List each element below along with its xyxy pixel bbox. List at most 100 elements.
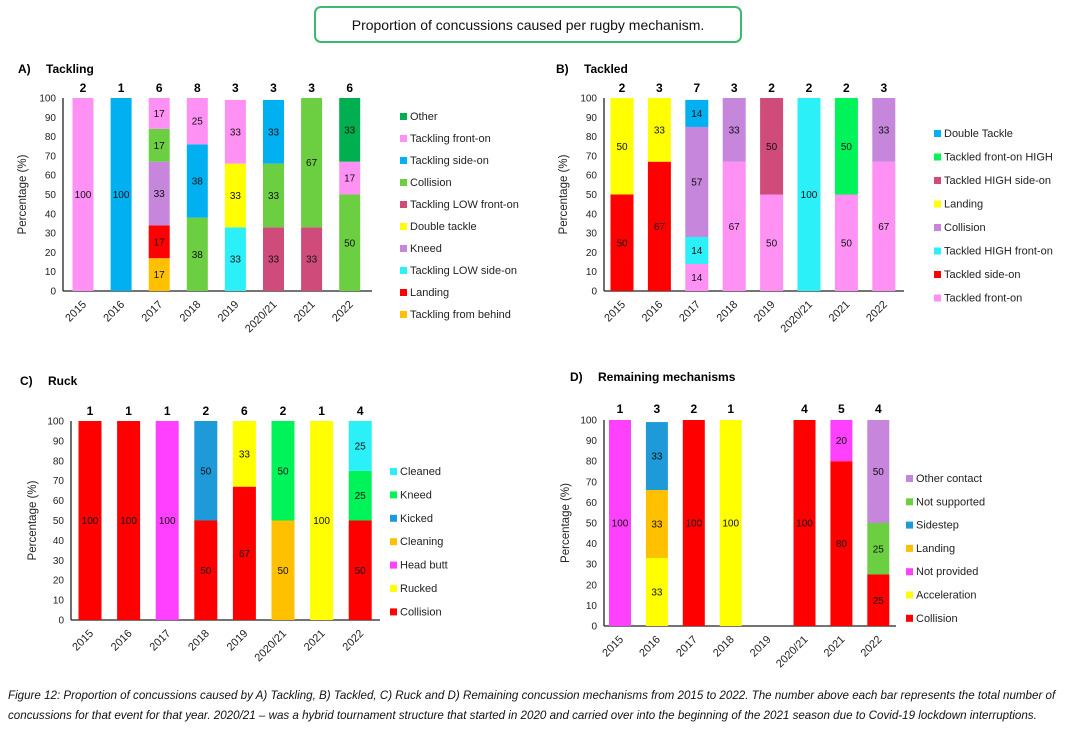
bar-total-label: 3: [656, 81, 663, 95]
y-tick-label: 60: [53, 496, 65, 507]
legend-label: Kneed: [400, 489, 432, 501]
bar-total-label: 1: [87, 404, 94, 418]
legend-item-tackling-from-behind: Tackling from behind: [400, 309, 511, 321]
bar-segment-label: 17: [154, 109, 166, 120]
legend-item-tackling-front-on: Tackling front-on: [400, 133, 491, 145]
legend-swatch: [934, 177, 941, 184]
legend-swatch: [390, 468, 397, 475]
bar-segment-kneed: [148, 161, 170, 226]
y-tick-label: 0: [591, 622, 597, 633]
y-tick-label: 40: [45, 209, 57, 220]
x-tick-label: 2022: [341, 628, 367, 654]
bar-segment-tackling-front-on: [72, 98, 94, 291]
x-tick-label: 2018: [711, 634, 737, 660]
y-tick-label: 100: [47, 417, 64, 428]
bar-segment-tackling-side-on: [110, 98, 132, 291]
y-tick-label: 10: [586, 267, 598, 278]
bar-segment-cleaned: [348, 421, 372, 471]
bar-segment-label: 20: [836, 436, 848, 447]
bar-total-label: 2: [80, 81, 87, 95]
legend-item-tackling-low-front-on: Tackling LOW front-on: [400, 199, 519, 211]
y-tick-label: 40: [586, 209, 598, 220]
y-tick-label: 30: [586, 229, 598, 240]
bar-total-label: 6: [156, 81, 163, 95]
x-tick-label: 2017: [677, 299, 703, 325]
bar-segment-label: 25: [192, 117, 204, 128]
y-axis-label: Percentage (%): [558, 154, 570, 234]
legend-label: Tackled front-on: [944, 293, 1022, 305]
bar-segment-label: 17: [154, 141, 166, 152]
legend-item-kneed: Kneed: [400, 243, 442, 255]
legend-item-not-provided: Not provided: [906, 566, 978, 578]
y-tick-label: 50: [53, 516, 65, 527]
legend-swatch: [400, 135, 407, 142]
bar-segment-collision: [339, 194, 361, 291]
legend-item-acceleration: Acceleration: [906, 590, 977, 602]
y-axis-label: Percentage (%): [17, 154, 29, 234]
legend-swatch: [400, 179, 407, 186]
legend-item-double-tackle: Double tackle: [400, 221, 477, 233]
bar-segment-label: 33: [268, 255, 280, 266]
bar-segment-collision: [793, 420, 816, 626]
x-tick-label: 2016: [640, 299, 666, 325]
bar-total-label: 4: [875, 402, 882, 416]
x-tick-label: 2021: [302, 628, 328, 654]
y-tick-label: 40: [53, 536, 65, 547]
y-tick-label: 60: [586, 498, 598, 509]
legend-label: Tackling LOW side-on: [410, 265, 517, 277]
bar-total-label: 5: [838, 402, 845, 416]
y-tick-label: 60: [586, 171, 598, 182]
bar-segment-label: 50: [277, 566, 289, 577]
bar-segment-label: 38: [192, 250, 204, 261]
bar-segment-tackled-high-front-on: [685, 236, 709, 264]
bar-segment-tackled-side-on: [610, 194, 634, 291]
x-tick-label: 2015: [600, 634, 626, 660]
bar-total-label: 2: [806, 81, 813, 95]
bar-segment-label: 33: [230, 255, 242, 266]
legend-label: Double tackle: [410, 221, 477, 233]
bar-segment-acceleration: [645, 558, 668, 626]
y-tick-label: 90: [586, 436, 598, 447]
figure-caption: Figure 12: Proportion of concussions cau…: [8, 689, 1056, 722]
bar-segment-label: 100: [113, 190, 130, 201]
panel-title: Remaining mechanisms: [598, 370, 736, 384]
legend-swatch: [400, 311, 407, 318]
bar-segment-collision: [685, 126, 709, 237]
legend-label: Head butt: [400, 560, 448, 572]
y-axis-label: Percentage (%): [560, 483, 572, 563]
legend-swatch: [906, 568, 913, 576]
legend-item-landing: Landing: [934, 199, 983, 211]
x-tick-label: 2015: [602, 299, 628, 325]
y-tick-label: 30: [586, 560, 598, 571]
bar-total-label: 1: [318, 404, 325, 418]
panel-letter: B): [556, 62, 569, 76]
x-tick-label: 2019: [752, 299, 778, 325]
bar-segment-collision: [78, 421, 102, 620]
bar-segment-label: 25: [873, 596, 885, 607]
chart-tackled: B) Tackled 0 10 20 30 40 50 60 70 80 90 100 Percentag…: [556, 62, 1053, 335]
bar-segment-acceleration: [719, 420, 742, 626]
x-tick-label: 2016: [637, 634, 663, 660]
bar-segment-tackled-front-on: [685, 263, 709, 291]
x-tick-label: 2022: [859, 634, 885, 660]
bar-total-label: 6: [346, 81, 353, 95]
legend-swatch: [934, 271, 941, 278]
y-tick-label: 50: [586, 190, 598, 201]
bar-total-label: 1: [617, 402, 624, 416]
bar-total-label: 3: [731, 81, 738, 95]
legend-label: Landing: [944, 199, 983, 211]
bar-segment-label: 17: [154, 270, 166, 281]
legend-swatch: [390, 514, 397, 522]
x-tick-label: 2015: [70, 628, 96, 654]
bar-segment-tackling-low-front-on: [301, 227, 323, 291]
legend-swatch: [400, 113, 407, 120]
legend-swatch: [934, 224, 941, 231]
bar-segment-label: 33: [230, 191, 242, 202]
panel-title: Ruck: [48, 374, 78, 388]
legend-item-tackled-high-side-on: Tackled HIGH side-on: [934, 175, 1051, 187]
chart-ruck: C) Ruck 0 10 20 30 40 50 60 70 80 90 100 Percentage (…: [20, 374, 448, 664]
bar-segment-tackling-front-on: [186, 98, 208, 145]
bar-segment-not-provided: [609, 420, 631, 626]
bar-segment-other: [339, 98, 361, 162]
bar-segment-label: 33: [239, 449, 251, 460]
